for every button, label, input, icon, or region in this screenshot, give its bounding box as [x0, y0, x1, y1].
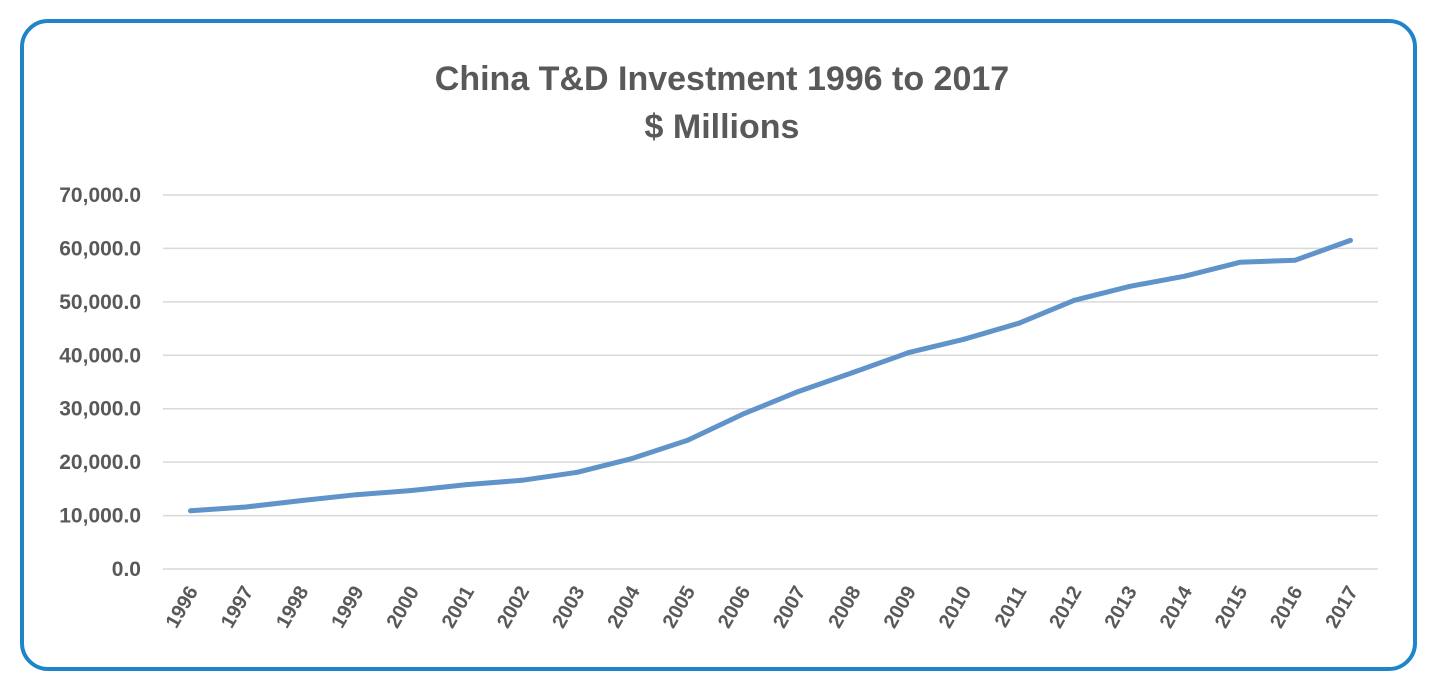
- x-tick-label: 2001: [438, 583, 479, 633]
- x-tick-label: 2004: [603, 582, 645, 632]
- y-tick-label: 70,000.0: [59, 184, 141, 207]
- x-tick-label: 2007: [769, 583, 810, 633]
- data-point: [629, 455, 635, 461]
- gridlines: [163, 194, 1378, 570]
- data-point: [1016, 320, 1022, 326]
- chart-frame: [20, 19, 1417, 671]
- y-tick-label: 50,000.0: [59, 291, 141, 314]
- data-point: [464, 482, 470, 488]
- data-point: [353, 492, 359, 498]
- data-point: [685, 437, 691, 443]
- x-tick-label: 2005: [659, 583, 700, 633]
- x-tick-label: 2006: [714, 583, 755, 633]
- x-tick-label: 2012: [1045, 583, 1086, 633]
- x-tick-label: 1998: [272, 583, 313, 633]
- data-point: [1347, 237, 1353, 243]
- x-tick-label: 2009: [880, 583, 921, 633]
- y-tick-label: 30,000.0: [59, 398, 141, 421]
- x-tick-label: 2017: [1321, 583, 1362, 633]
- x-tick-label: 2002: [493, 583, 534, 633]
- y-tick-label: 20,000.0: [59, 451, 141, 474]
- y-tick-label: 40,000.0: [59, 344, 141, 367]
- data-point: [795, 389, 801, 395]
- y-tick-label: 0.0: [112, 558, 141, 581]
- data-point: [740, 411, 746, 417]
- data-point: [298, 498, 304, 504]
- x-tick-label: 2016: [1266, 583, 1307, 633]
- x-tick-label: 2015: [1211, 583, 1252, 633]
- data-point: [1071, 297, 1077, 303]
- y-tick-label: 60,000.0: [59, 237, 141, 260]
- data-point: [1126, 283, 1132, 289]
- chart-subtitle: $ Millions: [644, 108, 800, 146]
- data-point: [1182, 273, 1188, 279]
- y-tick-label: 10,000.0: [59, 505, 141, 528]
- series-line: [188, 237, 1353, 514]
- data-point: [1292, 257, 1298, 263]
- x-tick-label: 1999: [327, 583, 368, 633]
- x-tick-label: 1996: [162, 583, 203, 633]
- data-point: [1237, 259, 1243, 265]
- chart-title: China T&D Investment 1996 to 2017: [434, 60, 1010, 98]
- data-point: [906, 350, 912, 356]
- x-tick-label: 2003: [548, 583, 589, 633]
- x-tick-label: 1997: [217, 583, 258, 633]
- x-tick-label: 2010: [935, 583, 976, 633]
- series-group: [188, 237, 1353, 514]
- x-tick-label: 2011: [991, 583, 1032, 632]
- data-point: [519, 477, 525, 483]
- x-axis-ticks: 1996 1997 1998 1999 2000 2001 2002 2003 2004 2005…: [162, 582, 1363, 632]
- data-point: [243, 504, 249, 510]
- data-point: [188, 508, 194, 514]
- data-point: [574, 469, 580, 475]
- x-tick-label: 2000: [383, 583, 424, 633]
- y-axis-ticks: 0.0 10,000.0 20,000.0 30,000.0 40,000.0 50,00…: [59, 184, 141, 581]
- data-point: [409, 487, 415, 493]
- x-tick-label: 2013: [1101, 583, 1142, 633]
- data-point: [961, 336, 967, 342]
- x-tick-label: 2014: [1156, 582, 1198, 632]
- x-tick-label: 2008: [824, 583, 865, 633]
- data-point: [850, 369, 856, 375]
